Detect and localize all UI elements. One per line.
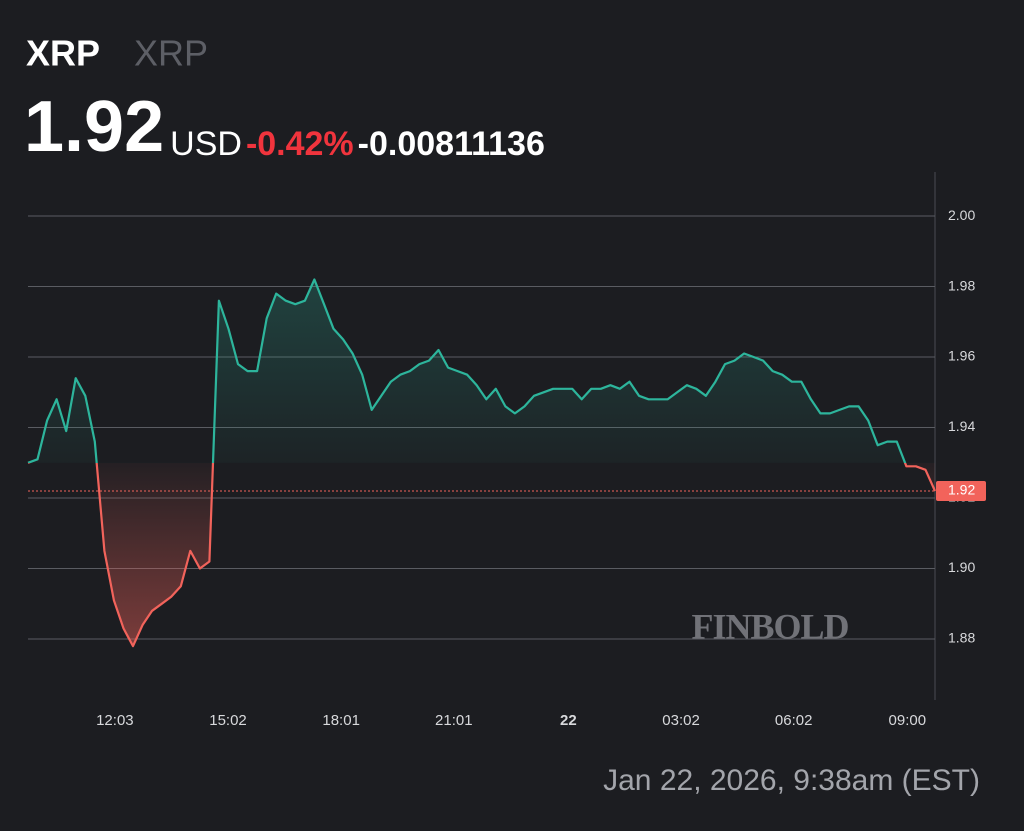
x-tick-label: 12:03: [96, 712, 134, 729]
change-percent: -0.42%: [246, 125, 354, 163]
x-tick-label: 09:00: [889, 712, 927, 729]
y-tick-label: 1.96: [948, 348, 975, 364]
watermark: FINBOLD: [691, 606, 848, 646]
price-line: [27, 278, 937, 648]
asset-name: XRP: [134, 33, 208, 74]
last-price-label: 1.92: [948, 482, 975, 498]
price: 1.92: [24, 87, 164, 167]
symbol: XRP: [26, 33, 100, 74]
area-fill: [28, 279, 935, 647]
x-tick-label: 18:01: [322, 712, 360, 729]
y-tick-label: 1.94: [948, 418, 975, 434]
currency: USD: [170, 125, 242, 163]
x-tick-label: 21:01: [435, 712, 473, 729]
price-row: 1.92 USD -0.42% -0.00811136: [24, 87, 545, 167]
timestamp: Jan 22, 2026, 9:38am (EST): [603, 764, 980, 797]
y-tick-label: 1.88: [948, 630, 975, 646]
last-price-box: [936, 480, 986, 501]
x-tick-label: 03:02: [662, 712, 700, 729]
x-tick-label: 15:02: [209, 712, 247, 729]
y-tick-label: 1.98: [948, 277, 975, 293]
plot-area: 1.88 1.90 1.92 1.94 1.96 1.98 2.00 12:03 15:02 18…: [27, 207, 986, 729]
y-tick-label: 1.90: [948, 559, 975, 575]
change-amount: -0.00811136: [358, 125, 545, 163]
x-tick-label: 22: [560, 712, 577, 729]
y-tick-label: 2.00: [948, 207, 975, 223]
x-tick-label: 06:02: [775, 712, 813, 729]
